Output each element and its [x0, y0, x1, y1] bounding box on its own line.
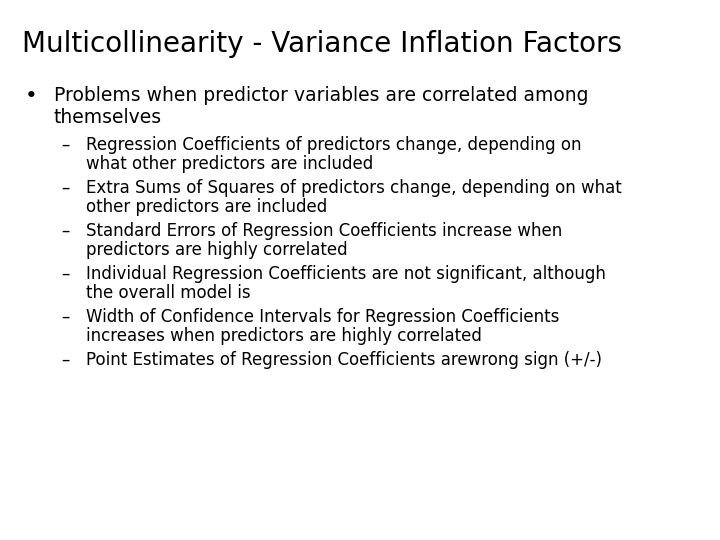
Text: Multicollinearity - Variance Inflation Factors: Multicollinearity - Variance Inflation F…	[22, 30, 621, 58]
Text: Regression Coefficients of predictors change, depending on: Regression Coefficients of predictors ch…	[86, 136, 582, 154]
Text: Point Estimates of Regression Coefficients arewrong sign (+/-): Point Estimates of Regression Coefficien…	[86, 351, 603, 369]
Text: Individual Regression Coefficients are not significant, although: Individual Regression Coefficients are n…	[86, 265, 606, 283]
Text: themselves: themselves	[54, 108, 162, 127]
Text: –: –	[61, 179, 70, 197]
Text: what other predictors are included: what other predictors are included	[86, 155, 374, 173]
Text: Width of Confidence Intervals for Regression Coefficients: Width of Confidence Intervals for Regres…	[86, 308, 559, 326]
Text: Standard Errors of Regression Coefficients increase when: Standard Errors of Regression Coefficien…	[86, 222, 562, 240]
Text: other predictors are included: other predictors are included	[86, 198, 328, 216]
Text: Problems when predictor variables are correlated among: Problems when predictor variables are co…	[54, 86, 588, 105]
Text: Extra Sums of Squares of predictors change, depending on what: Extra Sums of Squares of predictors chan…	[86, 179, 622, 197]
Text: –: –	[61, 222, 70, 240]
Text: increases when predictors are highly correlated: increases when predictors are highly cor…	[86, 327, 482, 345]
Text: •: •	[25, 86, 38, 106]
Text: –: –	[61, 308, 70, 326]
Text: –: –	[61, 265, 70, 283]
Text: –: –	[61, 351, 70, 369]
Text: the overall model is: the overall model is	[86, 284, 251, 302]
Text: –: –	[61, 136, 70, 154]
Text: predictors are highly correlated: predictors are highly correlated	[86, 241, 348, 259]
